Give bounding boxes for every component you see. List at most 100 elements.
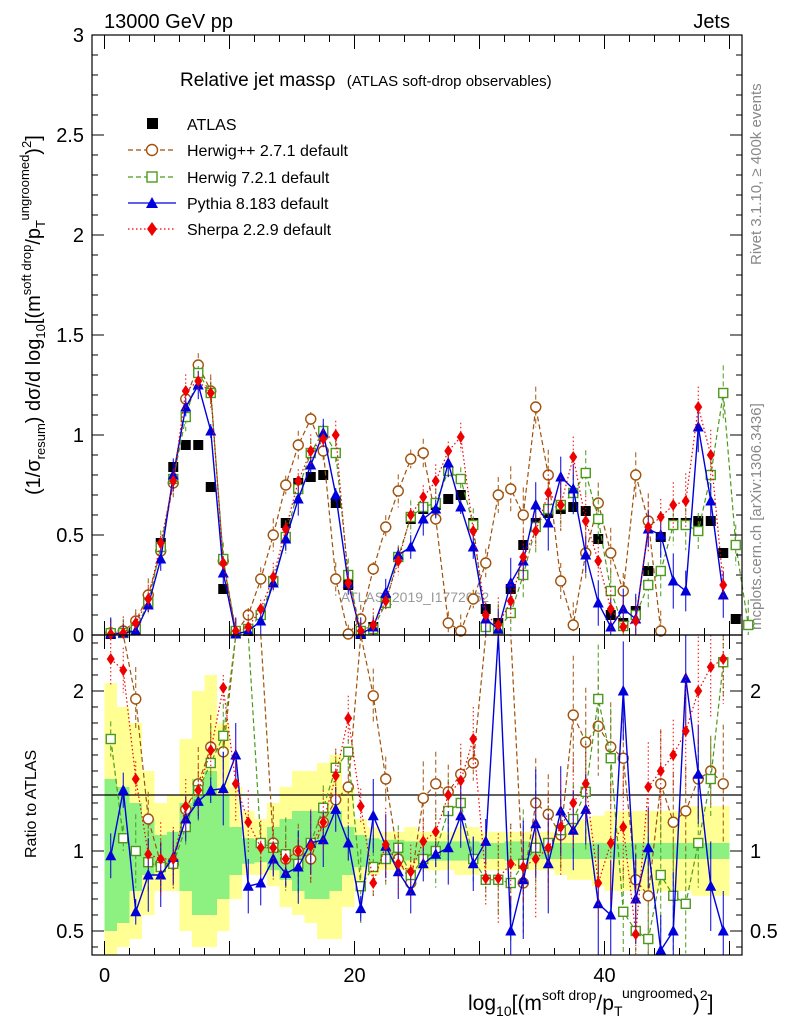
legend-marker-herwig7 xyxy=(146,171,158,183)
x-tick-label: 40 xyxy=(593,965,615,987)
data-point xyxy=(593,693,604,705)
ratio-band-inner xyxy=(579,843,592,859)
data-point xyxy=(705,495,717,506)
legend-entry-herwigpp: Herwig++ 2.7.1 default xyxy=(128,143,349,160)
data-point xyxy=(431,825,440,838)
data-point xyxy=(305,472,316,482)
ratio-band-inner xyxy=(329,811,342,891)
legend-entry-sherpa: Sherpa 2.2.9 default xyxy=(128,222,332,239)
data-point xyxy=(319,433,328,445)
data-point xyxy=(142,869,154,880)
data-point xyxy=(105,733,116,745)
data-point xyxy=(705,880,717,891)
data-point xyxy=(156,853,165,865)
data-point xyxy=(106,653,115,665)
data-point xyxy=(506,595,515,607)
data-point xyxy=(544,841,553,854)
data-point xyxy=(706,449,715,461)
data-point xyxy=(244,816,253,829)
data-point xyxy=(117,784,129,795)
data-point xyxy=(206,387,215,399)
data-point xyxy=(567,619,579,631)
data-point xyxy=(505,877,516,889)
y-tick-label: 2 xyxy=(73,225,84,247)
data-point xyxy=(406,509,415,521)
ratio-band-inner xyxy=(717,843,730,859)
data-point xyxy=(693,837,704,849)
data-point xyxy=(556,499,565,511)
data-point xyxy=(594,555,603,567)
data-point xyxy=(430,503,442,514)
data-point xyxy=(668,519,679,531)
data-point xyxy=(481,609,490,621)
legend-marker-sherpa xyxy=(147,222,157,236)
data-point xyxy=(280,533,292,544)
data-point xyxy=(419,491,428,503)
legend-marker-herwigpp xyxy=(145,143,159,157)
xlabel-sup: ungroomed xyxy=(622,985,693,1001)
ylabel-part: [(m xyxy=(23,295,45,324)
x-tick-label: 0 xyxy=(99,965,110,987)
data-point xyxy=(605,753,616,764)
data-point xyxy=(630,893,642,904)
data-point xyxy=(718,548,729,558)
xlabel-sup: soft drop xyxy=(542,987,597,1003)
data-point xyxy=(305,459,317,470)
xlabel-part: [(m xyxy=(512,992,542,1015)
data-point xyxy=(205,482,216,492)
ratio-band-inner xyxy=(192,779,205,915)
data-point xyxy=(467,857,479,869)
data-point xyxy=(593,513,604,525)
data-point xyxy=(542,517,554,528)
data-point xyxy=(267,529,279,541)
data-point xyxy=(406,865,415,878)
data-point xyxy=(655,565,666,577)
data-point xyxy=(469,525,478,537)
data-point xyxy=(517,873,529,885)
data-point xyxy=(456,774,465,787)
data-point xyxy=(519,551,528,563)
data-point xyxy=(717,925,729,936)
ratio-panel: 0.5 0.51 12 20 20 40 Ratio to ATLAS log10[(ms… xyxy=(23,634,778,1019)
data-point xyxy=(655,944,667,955)
series-sherpa-2-2-9-default xyxy=(106,635,728,955)
legend-entry-pythia: Pythia 8.183 default xyxy=(128,196,329,213)
ratio-band-inner xyxy=(454,841,467,861)
data-point xyxy=(506,857,515,870)
data-point xyxy=(456,431,465,443)
data-point xyxy=(555,575,567,587)
ylabel-part: ) dσ/d log xyxy=(23,339,45,424)
data-point xyxy=(467,541,479,552)
y-tick-label: 1 xyxy=(73,425,84,447)
data-point xyxy=(344,712,353,725)
data-point xyxy=(581,777,590,790)
xlabel-part: log xyxy=(468,992,496,1015)
data-point xyxy=(530,817,542,829)
data-point xyxy=(367,690,379,702)
ylabel-sub: 10 xyxy=(33,324,48,338)
main-panel: ATLAS_2019_I1772062 0 0.5 1 1.5 2 2.5 3 Relati… xyxy=(17,25,754,647)
ratio-band-inner xyxy=(217,795,230,899)
main-title-text: Relative jet mass xyxy=(180,70,325,91)
data-point xyxy=(606,603,615,615)
data-point xyxy=(131,773,140,785)
data-point xyxy=(355,902,367,914)
data-point xyxy=(655,625,667,637)
data-point xyxy=(519,861,528,873)
data-point xyxy=(369,877,378,889)
data-point xyxy=(667,816,679,828)
data-point xyxy=(719,579,728,591)
data-point xyxy=(680,805,692,817)
data-point xyxy=(656,511,665,523)
data-point xyxy=(318,470,329,480)
y-tick-label-right: 0.5 xyxy=(750,921,778,943)
data-point xyxy=(481,872,490,885)
main-subtitle: (ATLAS soft-drop observables) xyxy=(347,73,552,90)
data-point xyxy=(706,661,715,673)
data-point xyxy=(580,467,591,479)
data-point xyxy=(667,575,679,586)
data-point xyxy=(244,621,253,633)
data-point xyxy=(580,549,592,560)
